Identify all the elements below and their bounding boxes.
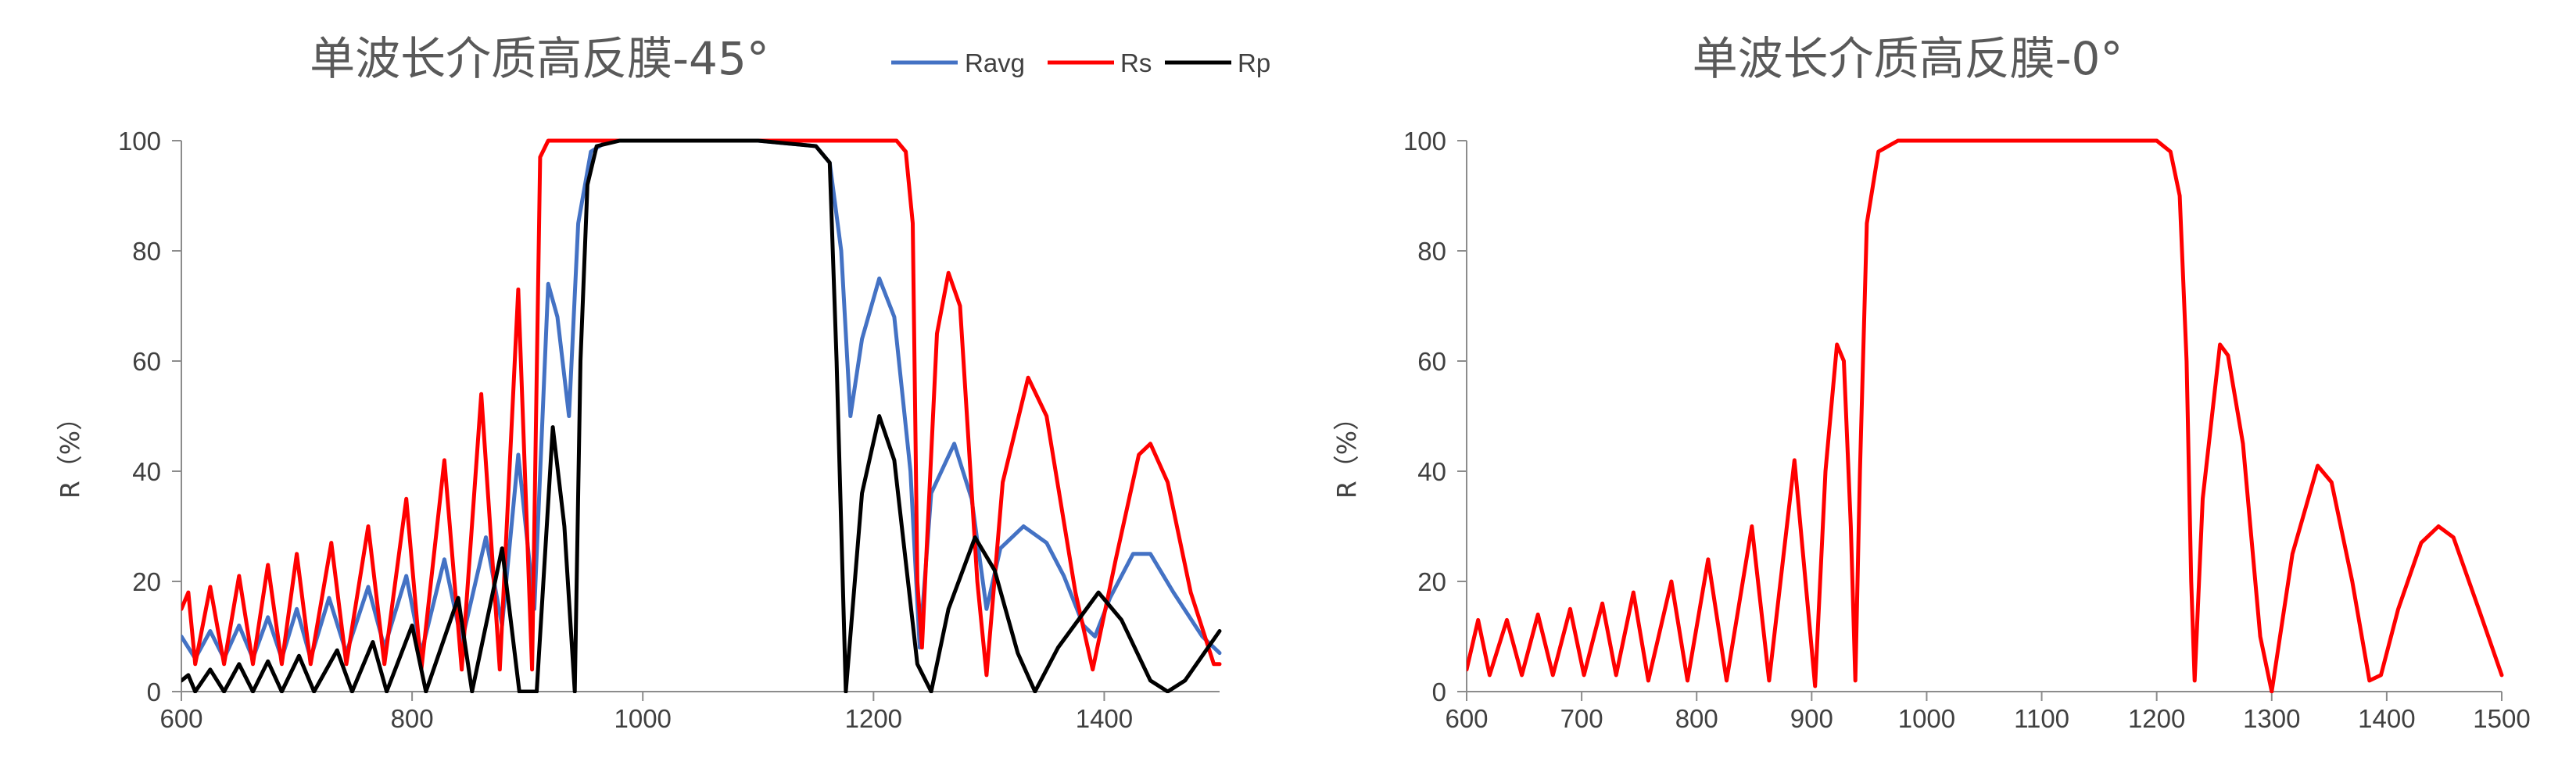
y-tick-label: 100 [118,127,161,156]
y-axis-label: R（%） [1331,405,1362,499]
y-tick-label: 100 [1403,127,1446,156]
y-tick-label: 0 [1432,678,1446,706]
x-tick-label: 1300 [2243,704,2300,733]
x-tick-label: 1200 [845,704,902,733]
x-tick-label: 800 [1675,704,1718,733]
y-tick-label: 60 [132,347,161,376]
series-line-rp [181,138,1222,693]
legend-label-rs: Rs [1120,48,1152,77]
chart-title: 单波长介质高反膜-45° [310,32,769,85]
x-tick-label: 900 [1790,704,1833,733]
legend-label-rp: Rp [1238,48,1270,77]
x-tick-label: 800 [391,704,434,733]
x-tick-label: 700 [1560,704,1603,733]
series-line-rs [181,138,1222,678]
y-tick-label: 40 [1417,457,1446,486]
y-axis-label: R（%） [55,405,85,499]
x-tick-label: 1400 [2358,704,2415,733]
plot-area: 0 20 40 60 80 100 600 800 1000 1200 1400 [118,127,1222,733]
plot-area: 0 20 40 60 80 100 600 700 800 900 1000 1100 1200 1300… [1403,127,2531,733]
x-tick-label: 1500 [2473,704,2530,733]
y-tick-label: 20 [132,567,161,596]
x-tick-label: 1200 [2128,704,2185,733]
y-tick-label: 0 [147,678,161,706]
y-tick-label: 60 [1417,347,1446,376]
legend-label-ravg: Ravg [965,48,1025,77]
x-tick-label: 1100 [2014,704,2069,733]
y-tick-label: 80 [1417,237,1446,266]
x-tick-label: 1000 [614,704,672,733]
x-tick-label: 600 [159,704,202,733]
x-tick-label: 600 [1445,704,1488,733]
y-tick-label: 40 [132,457,161,486]
legend: Ravg Rs Rp [891,48,1270,77]
chart-0deg: 单波长介质高反膜-0° R（%） 0 20 40 60 80 100 600 700 800 90… [1331,32,2531,733]
x-tick-label: 1000 [1898,704,1955,733]
chart-title: 单波长介质高反膜-0° [1693,32,2123,85]
x-tick-label: 1400 [1076,704,1133,733]
y-tick-label: 80 [132,237,161,266]
series-line [1467,138,2504,693]
chart-45deg: 单波长介质高反膜-45° Ravg Rs Rp R（%） 0 20 40 60 80 10… [55,32,1270,733]
y-tick-label: 20 [1417,567,1446,596]
